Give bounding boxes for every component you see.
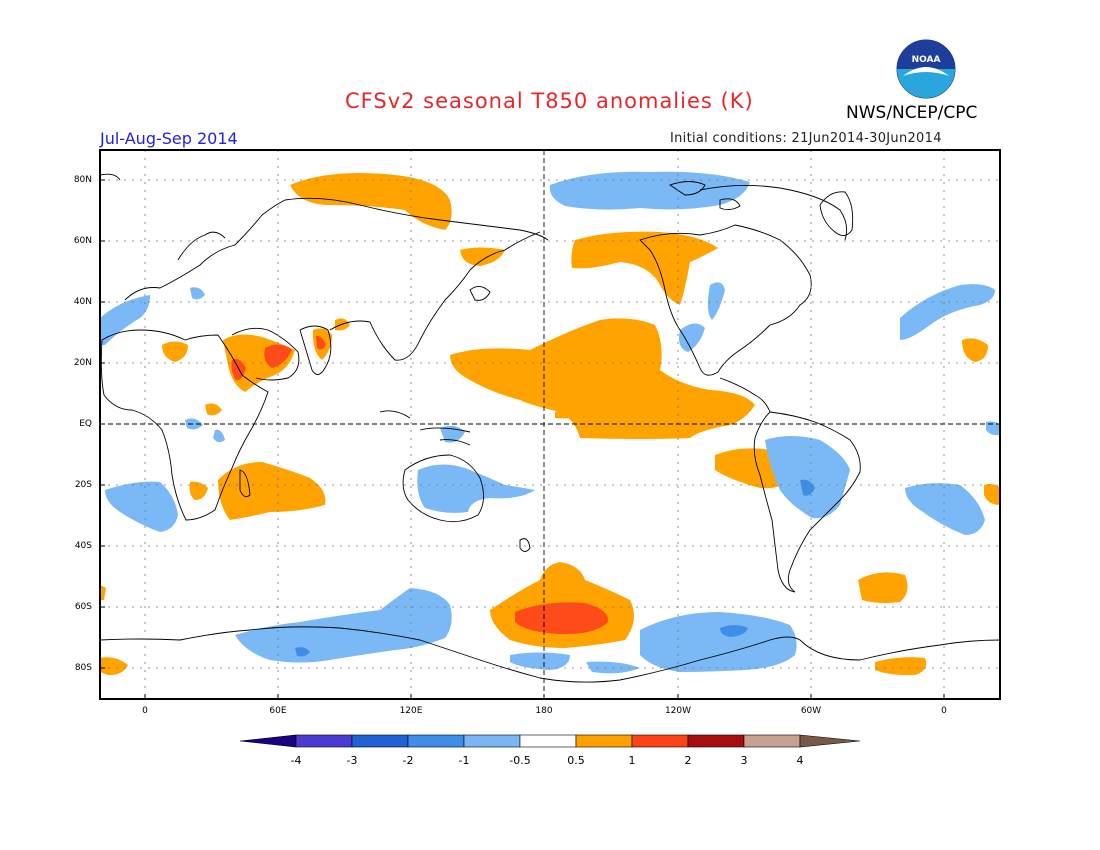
colorbar (239, 734, 861, 748)
colorbar-label: 2 (684, 754, 692, 767)
lat-label: 40S (74, 541, 92, 551)
lon-label: 0 (142, 706, 148, 716)
colorbar-label: -4 (290, 754, 302, 767)
noaa-logo-text: NOAA (912, 55, 941, 65)
lat-label: 60S (74, 602, 92, 612)
lon-label: 60E (269, 706, 287, 716)
colorbar-label: 0.5 (567, 754, 585, 767)
colorbar-segment (631, 734, 689, 748)
equator-dateline (100, 150, 1000, 699)
initial-conditions: Initial conditions: 21Jun2014-30Jun2014 (670, 131, 942, 146)
strong-warm-anomaly-regions (231, 335, 609, 635)
lat-label: 40N (73, 297, 92, 307)
lat-label: EQ (79, 419, 92, 429)
colorbar-segment (575, 734, 633, 748)
cool-anomaly-regions (100, 171, 1000, 674)
colorbar-label: 4 (796, 754, 804, 767)
lat-label: 60N (73, 236, 92, 246)
lon-label: 120E (399, 706, 423, 716)
lat-label: 80S (74, 663, 92, 673)
chart-title: CFSv2 seasonal T850 anomalies (K) (345, 89, 754, 113)
colorbar-segment (407, 734, 465, 748)
colorbar-segment (463, 734, 521, 748)
lat-label: 20S (74, 480, 92, 490)
colorbar-segment (687, 734, 745, 748)
colorbar-segment (295, 734, 353, 748)
lat-label: 80N (73, 175, 92, 185)
colorbar-segment (239, 734, 297, 748)
forecast-period: Jul-Aug-Sep 2014 (100, 129, 238, 148)
colorbar-label: -2 (402, 754, 414, 767)
gridlines (100, 150, 1000, 699)
agency-label: NWS/NCEP/CPC (846, 103, 978, 123)
colorbar-segment (351, 734, 409, 748)
lon-label: 120W (664, 706, 692, 716)
colorbar-label: 1 (628, 754, 636, 767)
noaa-logo: NOAA (896, 39, 956, 99)
lon-label: 60W (800, 706, 822, 716)
colorbar-label: -3 (346, 754, 358, 767)
colorbar-label: 3 (740, 754, 748, 767)
colorbar-segment (799, 734, 861, 748)
lon-label: 0 (941, 706, 947, 716)
axis-ticks (100, 179, 945, 699)
strong-cool-anomaly-regions (295, 479, 815, 657)
coastlines (100, 173, 1000, 683)
colorbar-label: -0.5 (509, 754, 531, 767)
colorbar-segment (519, 734, 577, 748)
map-area (100, 150, 1000, 699)
colorbar-segment (743, 734, 801, 748)
lon-label: 180 (535, 706, 553, 716)
colorbar-label: -1 (458, 754, 470, 767)
lat-label: 20N (73, 358, 92, 368)
